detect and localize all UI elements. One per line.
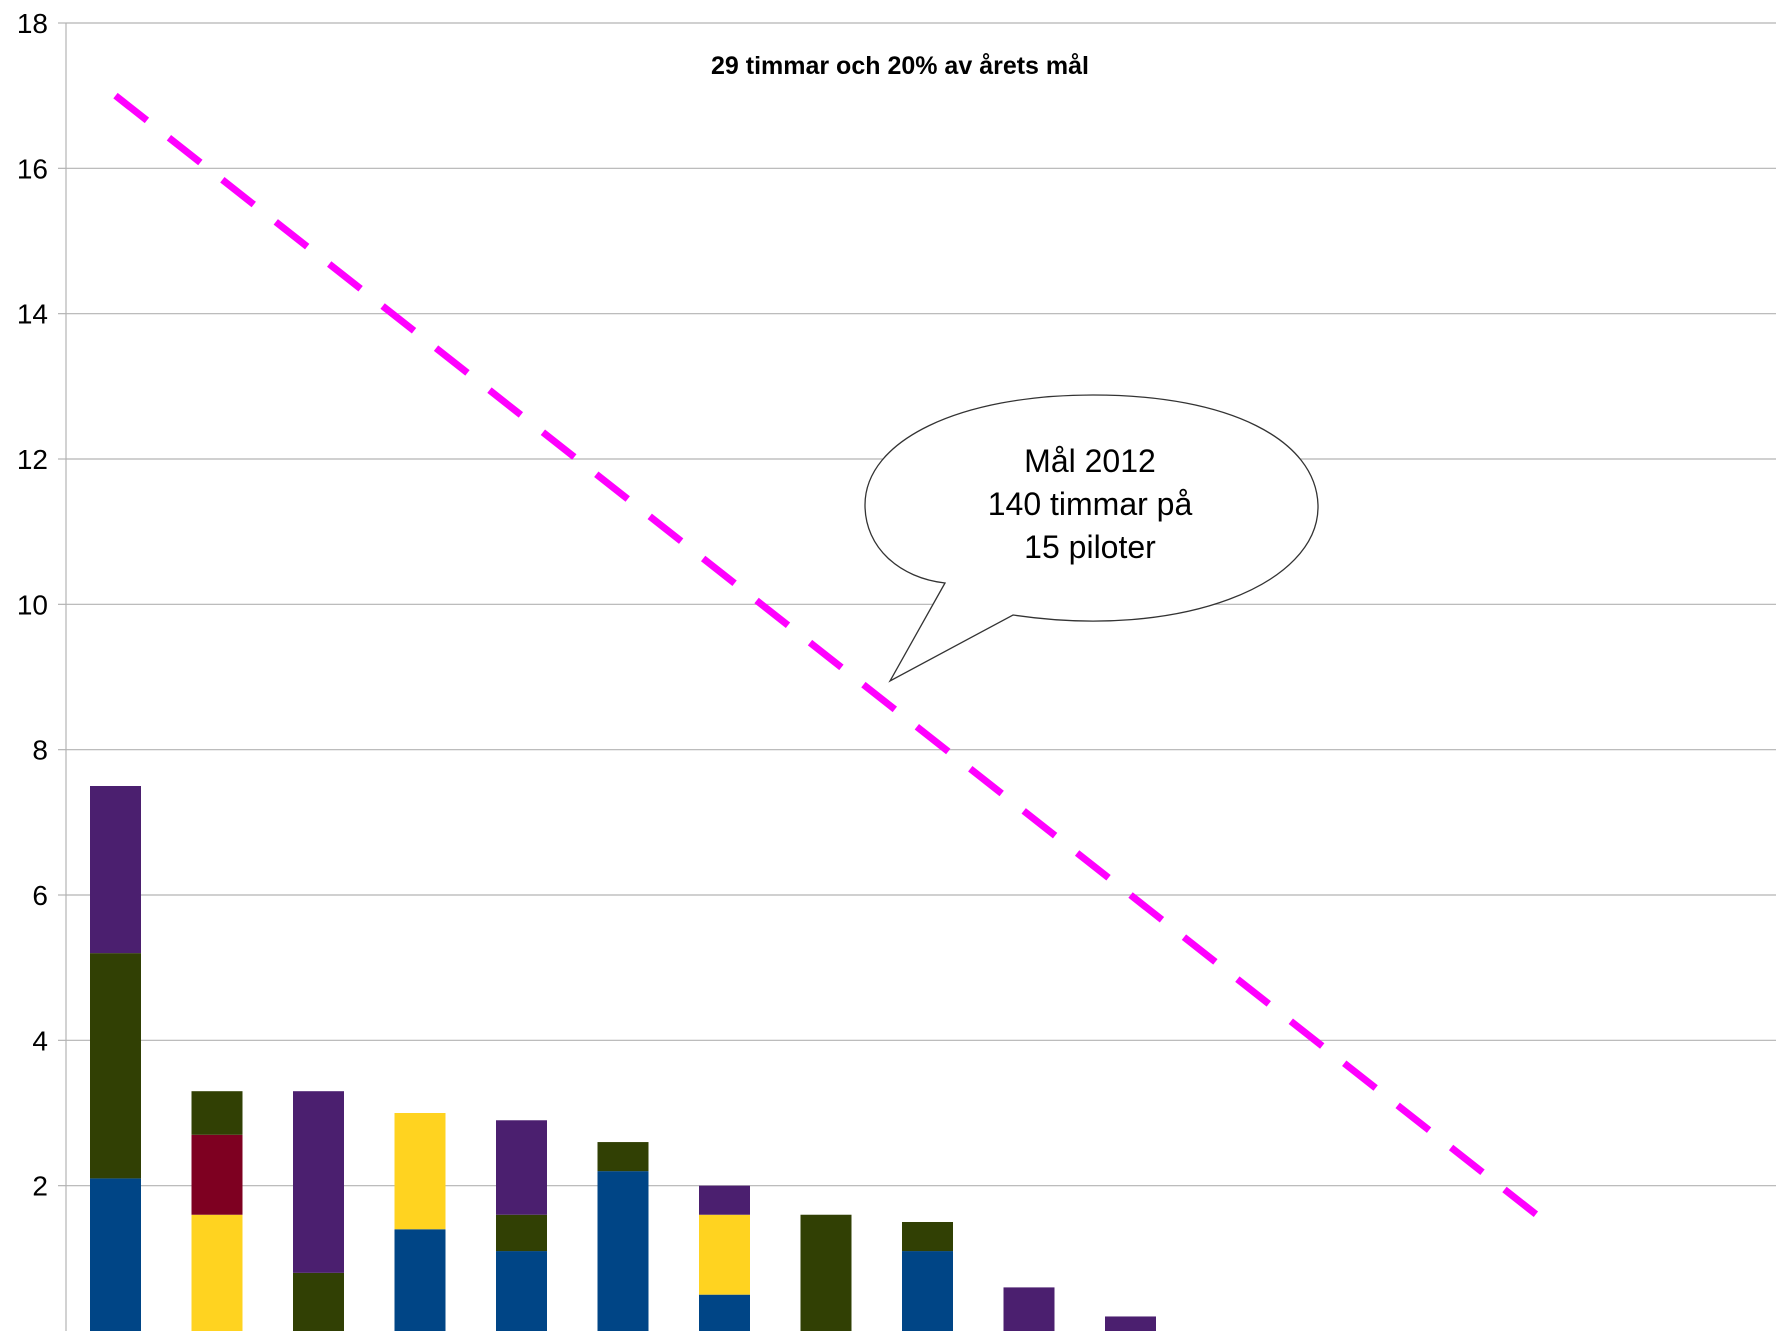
bar-segment xyxy=(1003,1287,1055,1331)
y-tick-label: 4 xyxy=(32,1025,48,1056)
bar-segment xyxy=(496,1120,547,1215)
gridlines xyxy=(58,22,1776,1331)
bar-segment xyxy=(902,1222,953,1252)
y-tick-label: 18 xyxy=(17,8,48,39)
chart-subtitle: 29 timmar och 20% av årets mål xyxy=(711,52,1089,80)
bar-segment xyxy=(597,1171,649,1331)
bar-segment xyxy=(90,786,141,954)
bar-segment xyxy=(394,1229,446,1331)
bar-segment xyxy=(597,1142,649,1172)
bar-segment xyxy=(191,1134,243,1215)
y-tick-label: 16 xyxy=(17,153,48,184)
bar-segment xyxy=(800,1214,852,1331)
target-line-path xyxy=(113,92,1539,1218)
bar-segment xyxy=(699,1214,750,1295)
target-line xyxy=(113,92,1539,1218)
bar-segment xyxy=(90,1178,141,1331)
y-tick-label: 14 xyxy=(17,299,48,330)
callout-bubble xyxy=(864,394,1319,683)
y-tick-labels: 2 4 6 8 10 12 14 16 18 xyxy=(17,8,48,1202)
callout-line: 15 piloter xyxy=(1024,529,1156,565)
bar-segment xyxy=(394,1113,446,1230)
bars xyxy=(90,786,1156,1331)
bar-segment xyxy=(902,1251,953,1331)
bar-segment xyxy=(293,1091,344,1273)
bar-segment xyxy=(191,1091,243,1135)
callout-line: 140 timmar på xyxy=(987,486,1193,522)
bar-segment xyxy=(90,953,141,1179)
y-tick-label: 10 xyxy=(17,589,48,620)
bar-segment xyxy=(496,1214,547,1252)
callout-line: Mål 2012 xyxy=(1024,443,1156,479)
y-tick-label: 8 xyxy=(32,735,48,766)
bar-segment xyxy=(1105,1316,1156,1331)
callout-text: Mål 2012 140 timmar på 15 piloter xyxy=(930,440,1250,569)
bar-segment xyxy=(191,1214,243,1331)
bar-segment xyxy=(699,1185,750,1215)
y-tick-label: 12 xyxy=(17,444,48,475)
y-tick-label: 6 xyxy=(32,880,48,911)
bar-segment xyxy=(699,1294,750,1331)
y-tick-label: 2 xyxy=(32,1171,48,1202)
bar-segment xyxy=(293,1272,344,1331)
bar-segment xyxy=(496,1251,547,1331)
